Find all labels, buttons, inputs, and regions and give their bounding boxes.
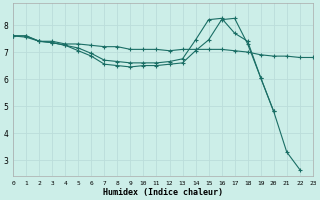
X-axis label: Humidex (Indice chaleur): Humidex (Indice chaleur) bbox=[103, 188, 223, 197]
